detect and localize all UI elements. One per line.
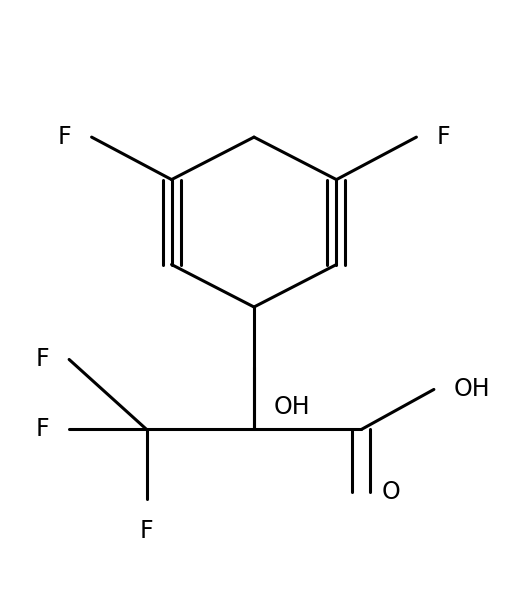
Text: O: O: [382, 480, 400, 504]
Text: F: F: [140, 519, 153, 543]
Text: OH: OH: [454, 378, 491, 402]
Text: F: F: [436, 125, 450, 149]
Text: F: F: [36, 418, 49, 441]
Text: F: F: [58, 125, 72, 149]
Text: OH: OH: [274, 395, 310, 419]
Text: F: F: [36, 348, 49, 371]
